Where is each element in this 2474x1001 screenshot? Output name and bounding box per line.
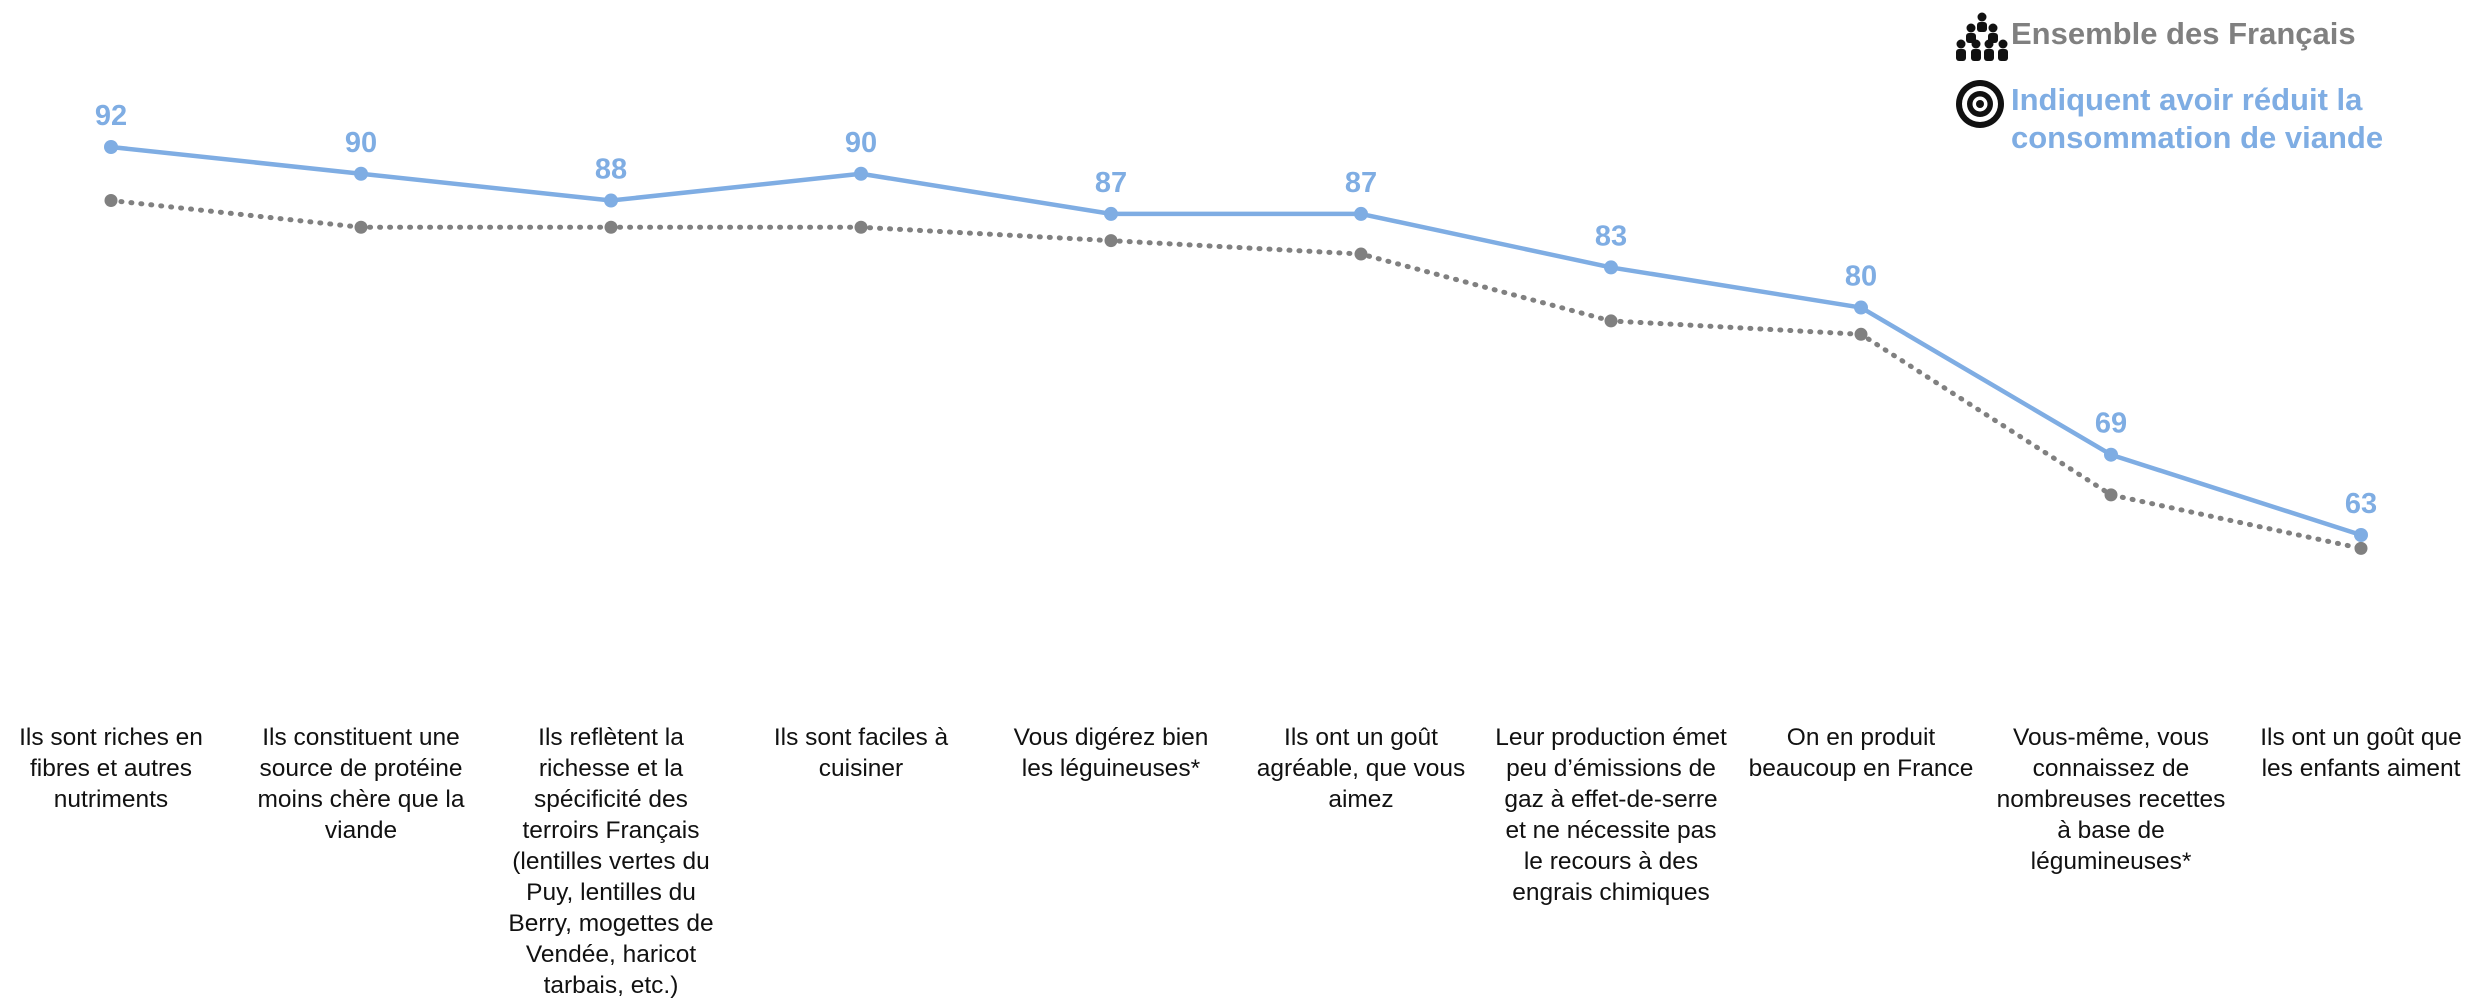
data-point-reduit <box>354 166 368 181</box>
target-icon <box>1956 80 2004 128</box>
points-layer <box>104 140 2368 555</box>
category-label: Leur production émet peu d’émissions de … <box>1495 724 1727 906</box>
data-point-reduit <box>1604 260 1618 275</box>
data-point-reduit <box>854 166 868 181</box>
data-label: 90 <box>345 127 377 159</box>
category-label: On en produit beaucoup en France <box>1748 724 1974 782</box>
data-point-reduit <box>604 193 618 208</box>
category-label: Ils sont riches en fibres et autres nutr… <box>19 724 203 813</box>
data-point-reduit <box>1104 206 1118 221</box>
data-point-ensemble <box>104 194 118 208</box>
data-point-ensemble <box>1854 327 1868 341</box>
legend: Ensemble des Français Indiquent avoir ré… <box>1953 8 2473 163</box>
category-label: Ils sont faciles à cuisiner <box>773 724 949 782</box>
data-label: 63 <box>2345 488 2377 520</box>
data-point-ensemble <box>2354 541 2368 555</box>
legend-item-reduit: Indiquent avoir réduit la consommation d… <box>1953 74 2473 157</box>
data-label: 92 <box>95 100 127 132</box>
category-label: Ils constituent une source de protéine m… <box>257 724 465 844</box>
data-point-reduit <box>1854 300 1868 315</box>
lines-layer <box>108 144 2364 551</box>
data-point-reduit <box>104 140 118 154</box>
data-point-ensemble <box>1604 314 1618 328</box>
data-point-ensemble <box>1354 247 1368 261</box>
series-line-reduit <box>110 144 2362 538</box>
data-label: 87 <box>1345 167 1377 199</box>
legend-label: Ensemble des Français <box>2011 16 2356 51</box>
category-label: Ils reflètent la richesse et la spécific… <box>508 724 714 999</box>
category-label: Ils ont un goût agréable, que vous aimez <box>1256 724 1466 813</box>
people-group-icon <box>1956 12 2008 61</box>
data-point-ensemble <box>2104 488 2118 502</box>
data-point-ensemble <box>854 220 868 234</box>
data-label: 87 <box>1095 167 1127 199</box>
data-point-reduit <box>2104 447 2118 462</box>
category-label: Ils ont un goût que les enfants aiment <box>2260 724 2462 782</box>
legend-item-ensemble: Ensemble des Français <box>1953 8 2473 68</box>
series-line-ensemble <box>108 198 2364 551</box>
value-labels-layer: 92 90 88 90 87 87 83 80 69 63 <box>95 100 2377 520</box>
data-label: 88 <box>595 154 627 186</box>
data-label: 90 <box>845 127 877 159</box>
data-label: 69 <box>2095 408 2127 440</box>
data-label: 80 <box>1845 261 1877 293</box>
data-point-ensemble <box>1104 234 1118 248</box>
data-point-ensemble <box>354 220 368 234</box>
data-point-reduit <box>2354 528 2368 542</box>
data-point-reduit <box>1354 206 1368 221</box>
data-point-ensemble <box>604 220 618 234</box>
category-label: Vous digérez bien les léguineuses* <box>1013 724 1209 782</box>
data-label: 83 <box>1595 220 1627 252</box>
category-label: Vous-même, vous connaissez de nombreuses… <box>1996 724 2226 875</box>
legend-label: Indiquent avoir réduit la consommation d… <box>2011 82 2384 155</box>
